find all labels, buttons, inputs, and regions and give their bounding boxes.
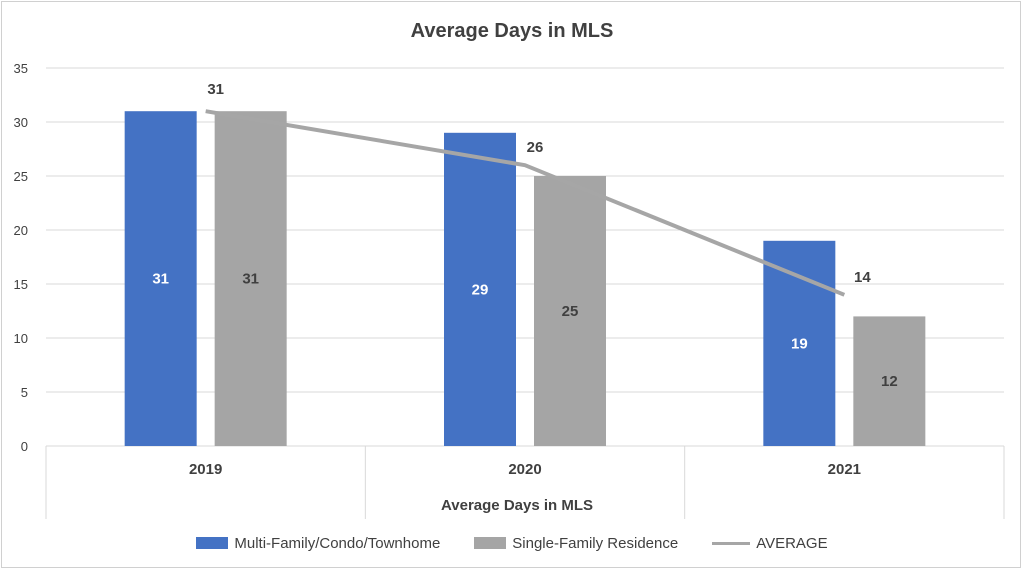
data-label-single-family: 12 — [881, 373, 898, 390]
legend-label-multi-family: Multi-Family/Condo/Townhome — [234, 534, 441, 552]
bar-single-family — [534, 176, 606, 446]
data-label-single-family: 31 — [242, 271, 259, 288]
average-line — [205, 109, 846, 297]
legend-swatch-single-family — [474, 537, 507, 549]
y-tick-label: 25 — [14, 169, 28, 184]
chart-title: Average Days in MLS — [410, 20, 614, 42]
legend-item-multi-family: Multi-Family/Condo/Townhome — [196, 535, 440, 552]
data-label-multi-family: 29 — [472, 281, 489, 298]
data-label-multi-family: 19 — [791, 335, 808, 352]
data-label-single-family: 25 — [562, 303, 579, 320]
y-tick-label: 10 — [14, 331, 28, 346]
legend: Multi-Family/Condo/Townhome Single-Famil… — [2, 532, 1022, 554]
bar-single-family — [853, 316, 926, 446]
y-tick-label: 5 — [21, 385, 28, 400]
legend-item-single-family: Single-Family Residence — [474, 535, 678, 552]
y-tick-label: 20 — [14, 223, 28, 238]
bar-multi-family — [444, 132, 516, 447]
x-tick-label: 2019 — [189, 461, 222, 478]
legend-swatch-multi-family — [196, 537, 229, 549]
data-label-average: 14 — [854, 269, 871, 286]
data-label-average: 26 — [527, 139, 544, 156]
y-tick-label: 30 — [14, 115, 28, 130]
y-tick-label: 0 — [21, 439, 28, 454]
legend-label-single-family: Single-Family Residence — [512, 534, 679, 552]
y-tick-label: 35 — [14, 61, 28, 76]
y-tick-label: 15 — [14, 277, 28, 292]
data-label-multi-family: 31 — [152, 271, 169, 288]
x-tick-label: 2021 — [828, 461, 861, 478]
data-label-average: 31 — [207, 81, 224, 98]
bar-single-family — [214, 111, 287, 446]
bar-multi-family — [124, 111, 197, 446]
legend-item-average: AVERAGE — [712, 534, 828, 552]
legend-swatch-average — [712, 541, 751, 545]
x-tick-label: 2020 — [508, 461, 541, 478]
x-axis-title: Average Days in MLS — [441, 497, 593, 514]
legend-label-average: AVERAGE — [756, 534, 828, 552]
